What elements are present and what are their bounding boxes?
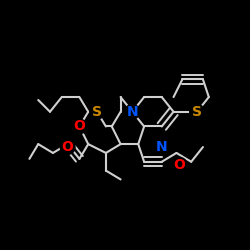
Text: N: N (126, 105, 138, 119)
Circle shape (172, 157, 187, 172)
Circle shape (190, 104, 204, 119)
Text: O: O (62, 140, 74, 154)
Text: N: N (156, 140, 168, 154)
Circle shape (90, 104, 104, 119)
Text: S: S (192, 105, 202, 119)
Circle shape (154, 140, 169, 154)
Text: S: S (92, 105, 102, 119)
Text: O: O (74, 120, 85, 134)
Circle shape (72, 119, 87, 134)
Circle shape (60, 140, 75, 154)
Text: O: O (174, 158, 185, 172)
Circle shape (125, 104, 140, 119)
